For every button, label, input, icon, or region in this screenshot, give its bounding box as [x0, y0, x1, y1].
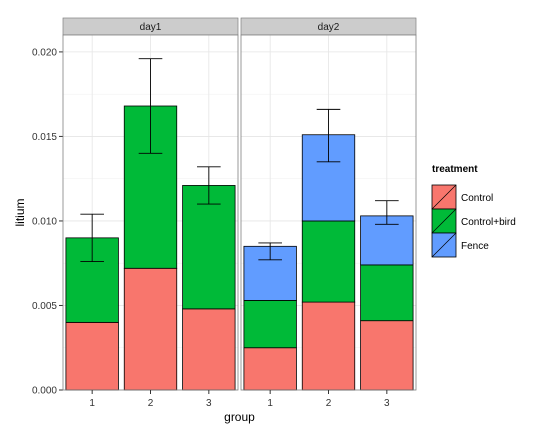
x-tick-label: 2 [148, 398, 154, 409]
bar-segment-control [243, 347, 297, 391]
bar-segment-control-bird [301, 220, 356, 303]
legend: treatment Control Control+bird Fence [431, 164, 516, 258]
bar-segment-control [301, 301, 356, 391]
y-axis: 0.000 0.005 0.010 0.015 0.020 [32, 47, 63, 397]
x-tick-label: 3 [206, 398, 212, 409]
bar-segment-control [65, 321, 119, 391]
legend-label: Control+bird [461, 217, 516, 228]
x-tick-label: 1 [267, 398, 273, 409]
x-tick-label: 1 [89, 398, 95, 409]
y-tick-label: 0.005 [32, 301, 57, 312]
x-axis-title: group [224, 410, 255, 424]
legend-label: Fence [461, 241, 489, 252]
bar-segment-control [182, 308, 236, 391]
facet-panels: day1 1 2 3 day2 1 2 3 [62, 17, 417, 409]
legend-key-slash [431, 208, 457, 234]
y-axis-title: litium [13, 198, 27, 226]
legend-key-slash [431, 184, 457, 210]
bar-segment-control-bird [182, 185, 236, 310]
bar-segment-control [123, 267, 178, 391]
facet-panel-day1: day1 1 2 3 [62, 17, 239, 409]
y-tick-label: 0.020 [32, 47, 57, 58]
facet-panel-day2: day2 1 2 3 [240, 17, 417, 409]
y-tick-label: 0.000 [32, 386, 57, 397]
legend-label: Control [461, 193, 493, 204]
legend-title: treatment [432, 164, 478, 175]
bar-segment-control [360, 320, 414, 391]
bar-segment-control-bird [360, 264, 414, 322]
legend-key-slash [431, 232, 457, 258]
facet-strip-label: day1 [140, 22, 162, 33]
y-tick-label: 0.015 [32, 132, 57, 143]
x-tick-label: 2 [326, 398, 332, 409]
bar-segment-control-bird [243, 300, 297, 349]
y-tick-label: 0.010 [32, 216, 57, 227]
x-tick-label: 3 [384, 398, 390, 409]
facet-strip-label: day2 [318, 22, 340, 33]
